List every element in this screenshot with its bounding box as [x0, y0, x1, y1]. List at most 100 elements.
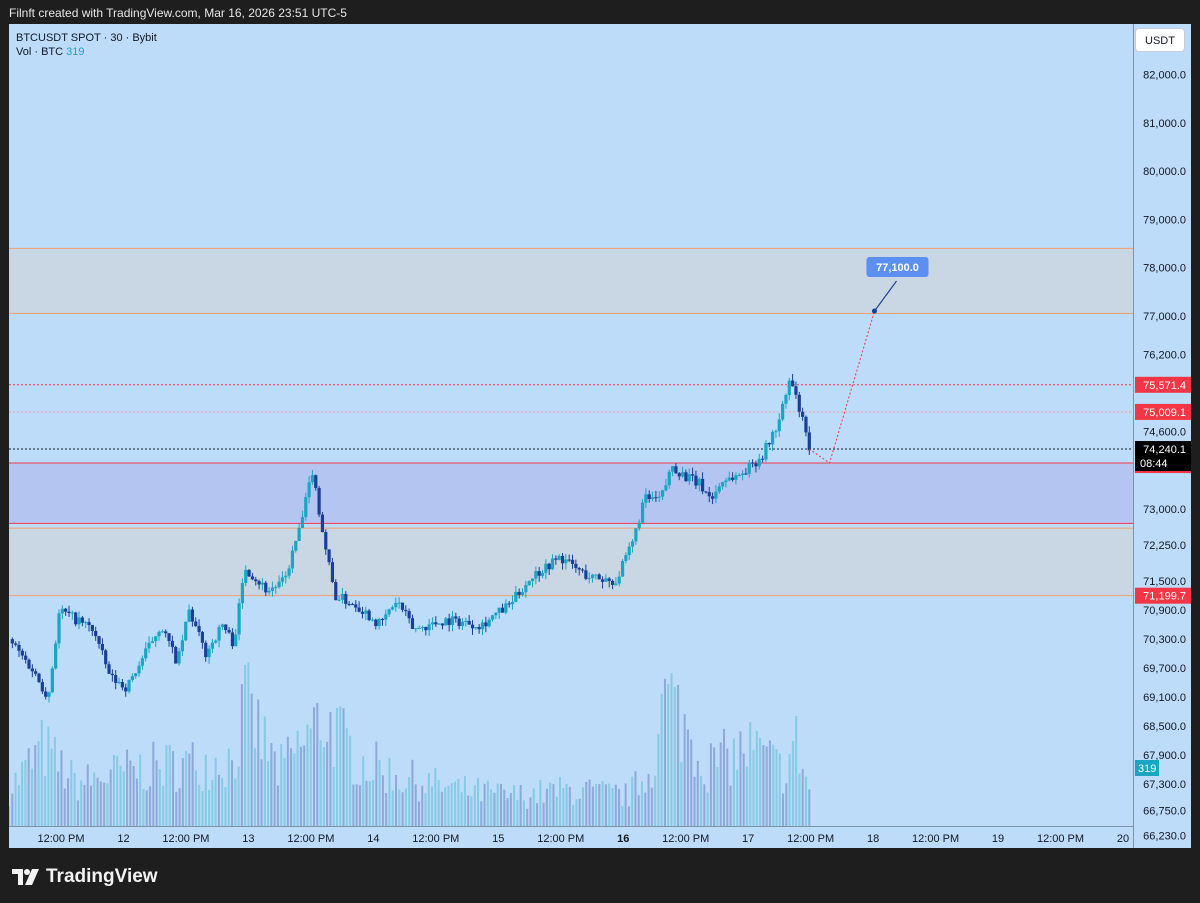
candle-110 — [377, 617, 381, 630]
candle-body-43 — [154, 636, 158, 642]
volume-bar-122 — [408, 777, 411, 826]
candle-112 — [384, 609, 388, 626]
candle-114 — [390, 605, 395, 611]
price-axis[interactable]: 82,000.0 81,000.0 80,000.0 79,000.0 78,000.0… — [1133, 24, 1191, 848]
volume-legend: Vol · BTC 319 — [16, 45, 157, 59]
candle-144 — [490, 614, 495, 622]
candle-body-90 — [310, 475, 315, 483]
candle-body-81 — [280, 577, 285, 582]
candle-body-6 — [30, 668, 34, 672]
candle-211 — [714, 485, 718, 504]
candle-body-8 — [37, 673, 41, 683]
candle-213 — [720, 481, 725, 490]
candle-body-64 — [224, 624, 228, 631]
volume-bar-143 — [477, 778, 480, 826]
price-tick-7: 74,600.0 — [1143, 427, 1186, 439]
candle-35 — [127, 679, 131, 694]
volume-bar-141 — [470, 796, 473, 826]
volume-bar-154 — [513, 785, 516, 826]
candle-body-117 — [400, 602, 405, 610]
candle-body-115 — [394, 602, 398, 608]
candle-body-179 — [607, 578, 611, 581]
volume-bar-175 — [581, 787, 584, 826]
volume-bar-112 — [375, 741, 378, 826]
candle-64 — [224, 624, 228, 634]
candle-206 — [697, 477, 701, 492]
candle-body-232 — [784, 394, 788, 404]
candle-86 — [297, 524, 301, 542]
candle-167 — [567, 554, 571, 563]
candle-98 — [337, 595, 341, 602]
candle-body-63 — [220, 624, 225, 628]
candle-78 — [270, 581, 275, 597]
candle-body-18 — [70, 612, 74, 614]
candle-body-198 — [670, 466, 675, 472]
volume-bar-12 — [47, 726, 50, 826]
candle-body-80 — [277, 581, 281, 588]
candle-body-210 — [710, 496, 715, 499]
candle-52 — [184, 621, 188, 642]
volume-bar-92 — [309, 728, 312, 826]
candle-body-155 — [527, 581, 531, 585]
candle-115 — [394, 597, 398, 612]
symbol-info[interactable]: BTCUSDT SPOT · 30 · Bybit — [16, 32, 157, 44]
candle-71 — [247, 569, 251, 577]
candle-203 — [687, 468, 691, 485]
candle-68 — [237, 598, 241, 641]
volume-bar-19 — [70, 759, 73, 826]
candle-body-160 — [544, 563, 548, 573]
volume-bar-53 — [181, 758, 184, 826]
candle-117 — [400, 602, 405, 613]
candle-body-194 — [657, 496, 661, 498]
candle-body-78 — [270, 587, 275, 591]
tradingview-logo[interactable]: TradingView — [12, 866, 158, 888]
candle-45 — [160, 629, 164, 633]
volume-bar-76 — [257, 699, 260, 826]
candle-body-72 — [250, 576, 255, 580]
volume-bar-0 — [9, 806, 10, 826]
currency-selector[interactable]: USDT — [1135, 28, 1185, 52]
volume-bar-232 — [768, 740, 771, 826]
zone-0 — [9, 248, 1133, 314]
volume-bar-158 — [526, 808, 529, 826]
candle-body-173 — [587, 578, 591, 580]
candle-93 — [320, 511, 325, 533]
candle-171 — [580, 568, 585, 573]
price-tick-17: 67,300.0 — [1143, 779, 1186, 791]
candle-body-102 — [350, 604, 355, 606]
candle-body-45 — [160, 631, 164, 633]
candle-body-214 — [724, 480, 728, 483]
volume-bar-238 — [788, 753, 791, 826]
volume-bar-52 — [178, 788, 181, 826]
candle-body-21 — [80, 617, 84, 623]
tradingview-logo-icon — [12, 869, 39, 885]
volume-bar-160 — [532, 788, 535, 826]
candle-28 — [104, 648, 108, 669]
candle-body-3 — [20, 650, 24, 656]
candle-body-25 — [94, 630, 98, 637]
volume-bar-45 — [155, 760, 158, 826]
candle-218 — [737, 472, 741, 477]
volume-bar-93 — [313, 707, 316, 826]
volume-bar-130 — [434, 767, 437, 826]
candle-body-128 — [437, 623, 441, 625]
price-chart[interactable]: 77,100.0 — [9, 24, 1133, 826]
volume-bar-181 — [601, 781, 604, 826]
candle-body-88 — [304, 497, 308, 518]
volume-bar-43 — [149, 786, 152, 826]
time-axis[interactable]: 12:00 PM 12 12:00 PM 13 12:00 PM 14 12:00 PM 15… — [9, 826, 1133, 848]
price-tick-1: 81,000.0 — [1143, 118, 1186, 130]
chart-pane[interactable]: 77,100.0 — [9, 24, 1133, 848]
candle-body-42 — [150, 641, 154, 643]
volume-bar-14 — [53, 736, 56, 826]
candle-body-55 — [194, 621, 198, 627]
candle-body-69 — [240, 582, 245, 604]
volume-bar-210 — [696, 760, 699, 826]
chart-header-title: Filnft created with TradingView.com, Mar… — [0, 0, 1200, 26]
candle-body-132 — [450, 616, 455, 625]
candle-body-97 — [334, 581, 338, 601]
candle-166 — [564, 554, 568, 570]
volume-bar-67 — [227, 748, 230, 826]
candle-body-0 — [10, 639, 14, 644]
candle-215 — [727, 471, 731, 482]
